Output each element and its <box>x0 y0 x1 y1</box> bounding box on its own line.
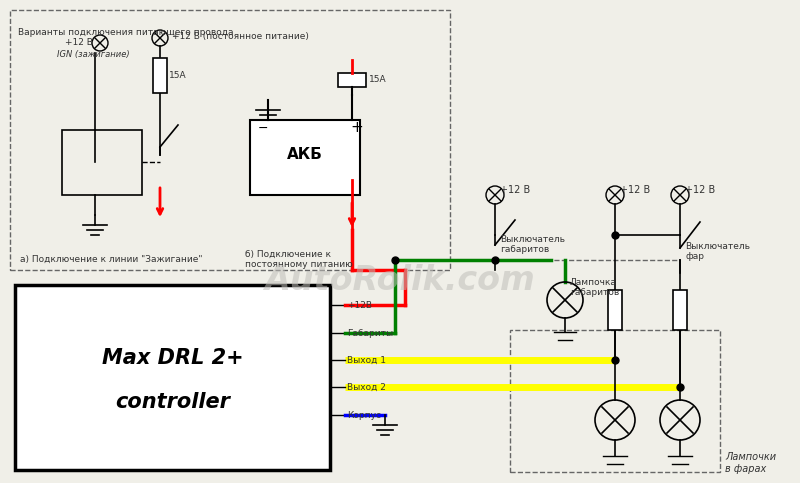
Text: 15А: 15А <box>169 71 186 80</box>
Bar <box>250 120 360 195</box>
Text: AutoRolik.com: AutoRolik.com <box>265 264 535 297</box>
Text: +12 В (постоянное питание): +12 В (постоянное питание) <box>172 32 309 41</box>
Text: б) Подключение к
постоянному питанию: б) Подключение к постоянному питанию <box>245 250 353 270</box>
Bar <box>338 73 366 87</box>
Text: Габариты: Габариты <box>347 328 393 338</box>
Bar <box>153 57 167 93</box>
Text: Выход 2: Выход 2 <box>347 383 386 392</box>
Text: Max DRL 2+: Max DRL 2+ <box>102 347 243 368</box>
Text: +12 В: +12 В <box>500 185 530 195</box>
Text: Корпус: Корпус <box>347 411 381 420</box>
Text: Лампочки
в фарах: Лампочки в фарах <box>725 452 776 474</box>
Text: Лампочка
габаритов: Лампочка габаритов <box>570 278 619 298</box>
Text: −: − <box>258 122 269 134</box>
Text: 15А: 15А <box>369 75 386 85</box>
Text: Выключатель
габаритов: Выключатель габаритов <box>500 235 565 255</box>
Text: а) Подключение к линии "Зажигание": а) Подключение к линии "Зажигание" <box>20 255 202 264</box>
Text: АКБ: АКБ <box>287 147 323 162</box>
Bar <box>62 130 142 195</box>
Text: controller: controller <box>115 393 230 412</box>
Bar <box>15 285 330 470</box>
Bar <box>673 290 687 330</box>
Text: +12В: +12В <box>347 300 372 310</box>
Bar <box>510 330 720 472</box>
Text: +12 В: +12 В <box>65 38 93 47</box>
Text: Выключатель
фар: Выключатель фар <box>685 242 750 261</box>
Text: IGN (зажигание): IGN (зажигание) <box>57 50 130 59</box>
Text: +: + <box>350 120 362 136</box>
Bar <box>608 290 622 330</box>
Text: +12 В: +12 В <box>620 185 650 195</box>
Text: +12 В: +12 В <box>685 185 715 195</box>
Bar <box>10 10 450 270</box>
Text: Выход 1: Выход 1 <box>347 355 386 365</box>
Text: Варианты подключения питающего провода: Варианты подключения питающего провода <box>18 28 234 37</box>
